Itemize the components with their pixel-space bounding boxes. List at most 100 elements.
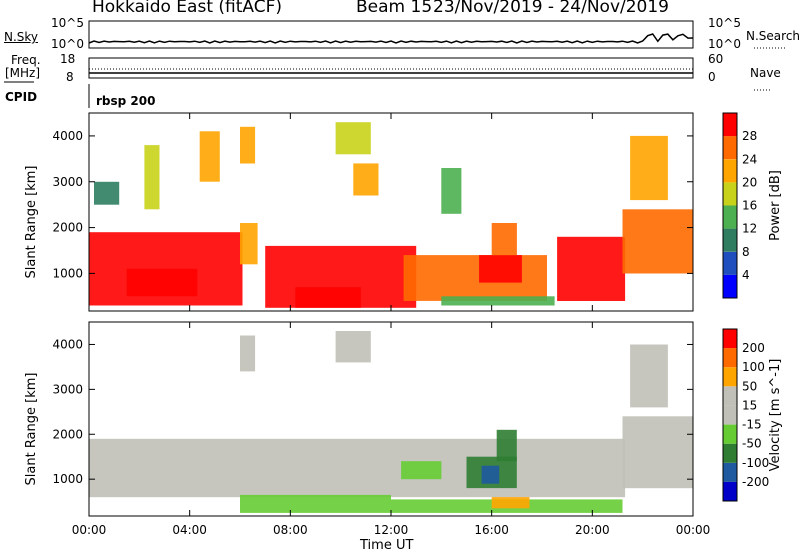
velocity-y-tick-label: 3000 [52, 382, 83, 396]
power-colorbar-cell [723, 205, 737, 229]
power-y-tick-label: 3000 [52, 175, 83, 189]
freq-tick-bottom: 8 [66, 70, 74, 84]
power-echo-region [557, 236, 626, 301]
velocity-echo-region [89, 438, 626, 498]
velocity-echo-region [240, 335, 256, 372]
power-echo-region [94, 181, 120, 205]
nave-tick-bottom: 0 [708, 70, 716, 84]
velocity-colorbar-cell [723, 348, 737, 368]
velocity-colorbar-cell [723, 405, 737, 425]
date-range: 23/Nov/2019 - 24/Nov/2019 [433, 0, 669, 17]
power-echo-region [353, 163, 379, 196]
velocity-echo-region [496, 429, 517, 462]
velocity-colorbar-frame [722, 328, 738, 502]
velocity-colorbar-cell [723, 367, 737, 387]
nave-label: Nave [750, 66, 781, 80]
velocity-y-tick-label: 4000 [52, 337, 83, 351]
velocity-echo-region [401, 461, 442, 480]
x-tick-label: 00:00 [72, 523, 107, 537]
freq-label: Freq. [11, 53, 41, 67]
velocity-echo-region [630, 344, 668, 408]
nave-tick-top: 60 [708, 52, 724, 66]
beam-label: Beam 15 [356, 0, 433, 17]
freq-strip [88, 57, 694, 79]
nsky-tick-bottom: 10^0 [51, 37, 84, 51]
velocity-colorbar-cell [723, 443, 737, 463]
velocity-colorbar-cell [723, 329, 737, 349]
power-colorbar-cell [723, 182, 737, 206]
power-colorbar-tick: 24 [742, 152, 757, 166]
velocity-colorbar-cell [723, 424, 737, 444]
power-echo-region [630, 135, 668, 201]
station-title: Hokkaido East (fitACF) [92, 0, 283, 17]
x-tick-label: 12:00 [374, 523, 409, 537]
power-echo-region [240, 126, 256, 164]
power-colorbar-cell [723, 113, 737, 137]
velocity-colorbar-tick: -100 [742, 456, 769, 470]
power-colorbar-tick: 28 [742, 129, 757, 143]
power-colorbar-cell [723, 228, 737, 252]
power-echo-region [199, 131, 220, 182]
power-colorbar-frame [722, 112, 738, 299]
x-tick-label: 08:00 [273, 523, 308, 537]
power-echo-region [335, 122, 371, 155]
velocity-colorbar-tick: 50 [742, 379, 757, 393]
velocity-colorbar-tick: -15 [742, 418, 762, 432]
velocity-colorbar-cell [723, 462, 737, 482]
nsky-label: N.Sky [4, 30, 39, 44]
velocity-colorbar-tick: 100 [742, 360, 765, 374]
nsearch-label: N.Search [746, 29, 800, 43]
x-tick-label: 16:00 [474, 523, 509, 537]
x-axis-label: Time UT [360, 538, 414, 553]
power-echo-region [240, 223, 258, 265]
nsearch-tick-bottom: 10^0 [708, 37, 741, 51]
power-colorbar-tick: 20 [742, 175, 757, 189]
velocity-echo-region [335, 331, 371, 363]
power-echo-region [441, 168, 462, 214]
power-colorbar-label: Power [dB] [768, 170, 783, 241]
velocity-y-axis-label: Slant Range [km] [24, 373, 39, 486]
nsky-strip [88, 20, 694, 49]
nsky-tick-top: 10^5 [51, 16, 84, 30]
power-echo-region [441, 296, 555, 306]
freq-tick-top: 18 [60, 52, 76, 66]
velocity-colorbar-tick: 200 [742, 341, 765, 355]
power-echo-region [403, 255, 547, 301]
velocity-colorbar-label: Velocity [m s^-1] [768, 359, 783, 472]
power-echo-region [295, 287, 361, 308]
freq-unit: [MHz] [5, 66, 41, 80]
x-tick-label: 20:00 [575, 523, 610, 537]
velocity-echo-region [240, 494, 391, 513]
velocity-colorbar-cell [723, 481, 737, 501]
power-echo-region [144, 145, 160, 210]
velocity-y-tick-label: 1000 [52, 472, 83, 486]
power-echo-region [126, 268, 198, 297]
power-colorbar-tick: 16 [742, 199, 757, 213]
power-echo-region [491, 223, 517, 256]
power-colorbar-cell [723, 274, 737, 298]
velocity-colorbar-cell [723, 386, 737, 406]
cpid-value: rbsp 200 [96, 94, 156, 108]
power-colorbar-tick: 8 [742, 245, 750, 259]
power-y-axis-label: Slant Range [km] [24, 166, 39, 279]
x-tick-label: 00:00 [676, 523, 711, 537]
power-colorbar-tick: 4 [742, 268, 750, 282]
nsky-trace [88, 33, 694, 44]
power-y-tick-label: 2000 [52, 221, 83, 235]
power-y-tick-label: 1000 [52, 266, 83, 280]
power-echo-region [479, 255, 522, 283]
velocity-colorbar-tick: -50 [742, 437, 762, 451]
power-colorbar-cell [723, 159, 737, 183]
nsearch-tick-top: 10^5 [708, 16, 741, 30]
x-tick-label: 04:00 [172, 523, 207, 537]
cpid-label: CPID [5, 90, 38, 104]
power-colorbar-tick: 12 [742, 222, 757, 236]
velocity-echo-region [622, 416, 693, 489]
velocity-echo-region [491, 497, 530, 509]
power-colorbar-cell [723, 136, 737, 160]
velocity-colorbar-tick: -200 [742, 475, 769, 489]
velocity-y-tick-label: 2000 [52, 427, 83, 441]
power-echo-region [622, 209, 693, 274]
power-y-tick-label: 4000 [52, 129, 83, 143]
